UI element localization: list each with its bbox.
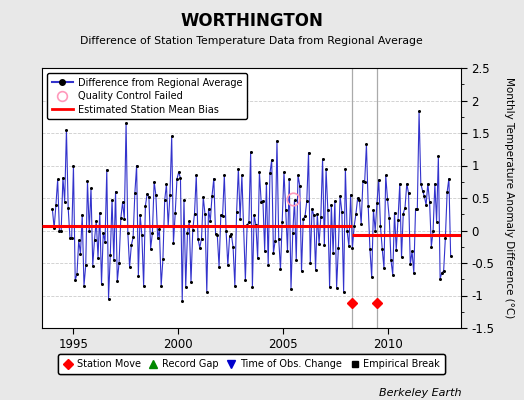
Text: Berkeley Earth: Berkeley Earth <box>379 388 461 398</box>
Y-axis label: Monthly Temperature Anomaly Difference (°C): Monthly Temperature Anomaly Difference (… <box>504 77 514 319</box>
Legend: Station Move, Record Gap, Time of Obs. Change, Empirical Break: Station Move, Record Gap, Time of Obs. C… <box>58 354 445 374</box>
Text: Difference of Station Temperature Data from Regional Average: Difference of Station Temperature Data f… <box>80 36 423 46</box>
Legend: Difference from Regional Average, Quality Control Failed, Estimated Station Mean: Difference from Regional Average, Qualit… <box>47 73 247 119</box>
Text: WORTHINGTON: WORTHINGTON <box>180 12 323 30</box>
